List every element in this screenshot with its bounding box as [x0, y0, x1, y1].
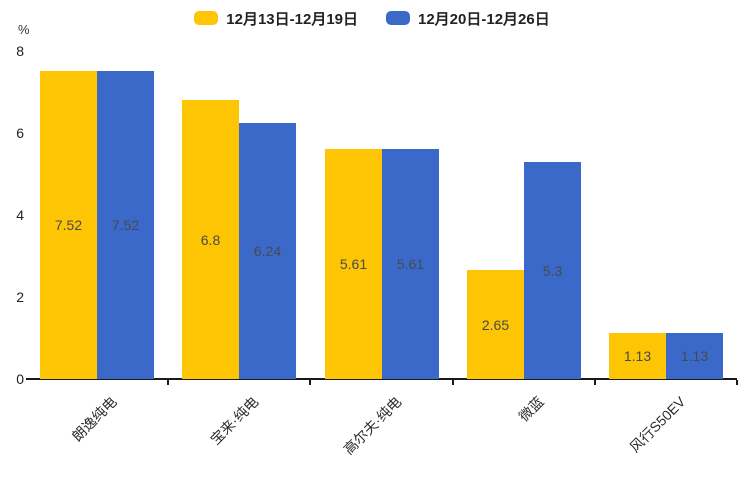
chart-legend: 12月13日-12月19日 12月20日-12月26日 [0, 6, 744, 30]
legend-swatch-icon [386, 11, 410, 25]
x-category-label: 宝来·纯电 [207, 393, 262, 448]
bar-series2-4 [524, 162, 581, 379]
bar-series2-2 [239, 123, 296, 379]
bar-value-label: 6.24 [253, 243, 282, 259]
legend-item-series1[interactable]: 12月13日-12月19日 [194, 8, 358, 29]
bar-series1-4 [467, 270, 524, 379]
x-category-label: 风行S50EV [626, 393, 689, 456]
legend-item-series2[interactable]: 12月20日-12月26日 [386, 8, 550, 29]
y-axis-unit-label: % [18, 22, 30, 37]
bar-series1-3 [325, 149, 382, 379]
bar-value-label: 1.13 [623, 348, 652, 364]
x-category-label: 高尔夫·纯电 [340, 393, 405, 458]
legend-swatch-icon [194, 11, 219, 25]
bar-value-label: 6.8 [200, 232, 221, 248]
x-category-label: 朗逸纯电 [68, 393, 120, 445]
bar-value-label: 5.61 [396, 256, 425, 272]
bar-series1-1 [40, 71, 97, 379]
bar-value-label: 7.52 [111, 217, 140, 233]
y-axis-tick-label: 2 [16, 289, 24, 305]
x-axis-tick [167, 380, 169, 385]
bar-series2-1 [97, 71, 154, 379]
y-axis-tick-label: 8 [16, 43, 24, 59]
bar-value-label: 5.61 [339, 256, 368, 272]
y-axis-tick-label: 6 [16, 125, 24, 141]
x-category-label: 微蓝 [515, 393, 547, 425]
x-axis-tick [594, 380, 596, 385]
bar-series1-2 [182, 100, 239, 379]
bar-series1-5 [609, 333, 666, 379]
bar-series2-3 [382, 149, 439, 379]
legend-item-label: 12月13日-12月19日 [226, 10, 358, 28]
x-axis-tick [736, 380, 738, 385]
y-axis-tick-label: 4 [16, 207, 24, 223]
x-axis-line [26, 378, 737, 380]
x-axis-tick [309, 380, 311, 385]
bar-value-label: 1.13 [680, 348, 709, 364]
x-axis-tick [452, 380, 454, 385]
bar-series2-5 [666, 333, 723, 379]
y-axis-tick-label: 0 [16, 371, 24, 387]
bar-value-label: 5.3 [542, 263, 563, 279]
legend-item-label: 12月20日-12月26日 [418, 10, 550, 28]
bar-value-label: 2.65 [481, 317, 510, 333]
bar-value-label: 7.52 [54, 217, 83, 233]
